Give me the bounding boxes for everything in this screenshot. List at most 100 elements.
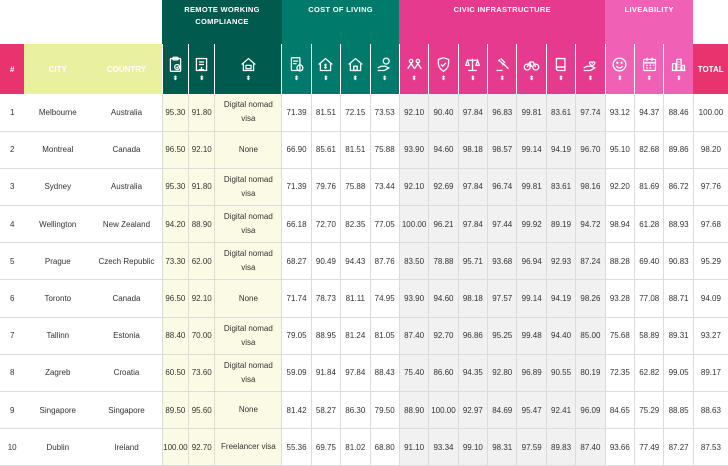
civic-transport-score: 97.59 <box>516 428 547 466</box>
civic-equality-score: 92.10 <box>398 94 429 132</box>
sort-icon: ⬍ <box>172 76 178 82</box>
civic-equality-score: 93.90 <box>398 131 429 169</box>
header-civic-education[interactable]: ⬍ <box>545 44 576 94</box>
civic-healthcare-score: 85.00 <box>575 317 606 355</box>
city-cell: Wellington <box>24 205 92 244</box>
people-icon <box>406 58 422 70</box>
header-civic-transport[interactable]: ⬍ <box>516 44 547 94</box>
civic-equality-score: 93.90 <box>398 279 429 318</box>
sort-icon: ⬍ <box>294 76 300 82</box>
live-environment-score: 89.86 <box>663 131 694 169</box>
civic-healthcare-score: 80.19 <box>575 354 606 393</box>
live-happiness-score: 98.94 <box>604 205 635 244</box>
civic-law-score: 92.80 <box>487 354 517 393</box>
civic-law-score: 97.57 <box>487 279 517 318</box>
civic-justice-score: 94.35 <box>457 354 488 393</box>
header-civic-equality[interactable]: ⬍ <box>398 44 429 94</box>
header-civic-safety[interactable]: ⬍ <box>428 44 459 94</box>
civic-transport-score: 99.92 <box>516 205 547 244</box>
civic-justice-score: 92.97 <box>457 391 488 430</box>
total-score: 89.17 <box>692 354 728 393</box>
civic-education-score: 89.19 <box>545 205 576 244</box>
header-cost-housing[interactable]: ⬍ <box>340 44 370 94</box>
table-row: 3 Sydney Australia 95.30 91.80 Digital nomad … <box>0 168 728 207</box>
legislation-score: 62.00 <box>188 242 215 281</box>
header-live-happiness[interactable]: ⬍ <box>604 44 635 94</box>
civic-healthcare-score: 87.24 <box>575 242 606 281</box>
table-row: 10 Dublin Ireland 100.00 92.70 Freelancer vis… <box>0 428 728 466</box>
civic-safety-score: 90.40 <box>428 94 459 132</box>
civic-equality-score: 88.90 <box>398 391 429 430</box>
country-cell: Australia <box>91 168 163 207</box>
header-live-leisure[interactable]: ⬍ <box>634 44 664 94</box>
shield-check-icon <box>437 57 450 73</box>
table-body: 1 Melbourne Australia 95.30 91.80 Digital nom… <box>0 94 728 466</box>
rank-cell: 7 <box>0 317 25 355</box>
live-environment-score: 87.27 <box>663 428 694 466</box>
cost-bills-score: 68.27 <box>281 242 312 281</box>
cost-housing-score: 81.11 <box>340 279 370 318</box>
civic-education-score: 92.93 <box>545 242 576 281</box>
civic-law-score: 96.83 <box>487 94 517 132</box>
header-internet-speed[interactable]: ⬍ <box>161 44 189 94</box>
total-score: 94.09 <box>692 279 728 318</box>
header-live-environment[interactable]: ⬍ <box>663 44 694 94</box>
civic-safety-score: 100.00 <box>428 391 459 430</box>
table-row: 6 Toronto Canada 96.50 92.10 None 71.74 78.73 81… <box>0 279 728 318</box>
table-row: 4 Wellington New Zealand 94.20 88.90 Digital … <box>0 205 728 244</box>
cost-rent-score: 58.27 <box>310 391 341 430</box>
table-row: 2 Montreal Canada 96.50 92.10 None 66.90 85.61 8… <box>0 131 728 169</box>
cost-rent-score: 72.70 <box>310 205 341 244</box>
rank-cell: 1 <box>0 94 25 132</box>
visa-type: Digital nomad visa <box>214 94 282 132</box>
civic-justice-score: 95.71 <box>457 242 488 281</box>
total-score: 97.76 <box>692 168 728 207</box>
total-score: 88.63 <box>692 391 728 430</box>
header-civic-healthcare[interactable]: ⬍ <box>575 44 606 94</box>
total-score: 98.20 <box>692 131 728 169</box>
live-leisure-score: 61.28 <box>634 205 664 244</box>
header-civic-justice[interactable]: ⬍ <box>457 44 488 94</box>
smiley-icon <box>612 57 627 72</box>
cost-bills-score: 79.05 <box>281 317 312 355</box>
civic-transport-score: 99.81 <box>516 168 547 207</box>
calendar-icon <box>642 57 656 72</box>
cost-housing-score: 81.51 <box>340 131 370 169</box>
header-total[interactable]: TOTAL <box>693 44 728 94</box>
cost-rent-score: 69.75 <box>310 428 341 466</box>
visa-type: None <box>214 279 282 318</box>
cityscape-icon <box>672 58 686 72</box>
header-country[interactable]: COUNTRY <box>91 44 163 94</box>
country-cell: New Zealand <box>91 205 163 244</box>
live-happiness-score: 93.12 <box>604 94 635 132</box>
header-city[interactable]: CITY <box>24 44 92 94</box>
header-cost-salary[interactable]: ⬍ <box>369 44 400 94</box>
header-rank[interactable]: # <box>0 44 25 94</box>
visa-type: Digital nomad visa <box>214 205 282 244</box>
civic-safety-score: 94.60 <box>428 131 459 169</box>
civic-safety-score: 86.60 <box>428 354 459 393</box>
rank-cell: 8 <box>0 354 25 393</box>
country-cell: Czech Republic <box>91 242 163 281</box>
header-visa[interactable]: ⬍ <box>214 44 282 94</box>
total-score: 100.00 <box>692 94 728 132</box>
header-civic-law[interactable]: ⬍ <box>487 44 517 94</box>
cost-bills-score: 81.42 <box>281 391 312 430</box>
legislation-score: 92.70 <box>188 428 215 466</box>
group-header-row: REMOTE WORKING COMPLIANCE COST OF LIVING… <box>0 0 728 44</box>
header-cost-bills[interactable]: ⬍ <box>281 44 312 94</box>
civic-healthcare-score: 96.70 <box>575 131 606 169</box>
header-cost-rent[interactable]: ⬍ <box>310 44 341 94</box>
civic-healthcare-score: 98.26 <box>575 279 606 318</box>
live-happiness-score: 88.28 <box>604 242 635 281</box>
sort-icon: ⬍ <box>199 76 205 82</box>
legislation-score: 91.80 <box>188 168 215 207</box>
header-legislation[interactable]: ⬍ <box>188 44 215 94</box>
cost-housing-score: 75.88 <box>340 168 370 207</box>
civic-education-score: 94.19 <box>545 279 576 318</box>
visa-type: Digital nomad visa <box>214 168 282 207</box>
table-row: 5 Prague Czech Republic 73.30 62.00 Digital n… <box>0 242 728 281</box>
legislation-score: 92.10 <box>188 131 215 169</box>
civic-healthcare-score: 94.72 <box>575 205 606 244</box>
country-cell: Croatia <box>91 354 163 393</box>
